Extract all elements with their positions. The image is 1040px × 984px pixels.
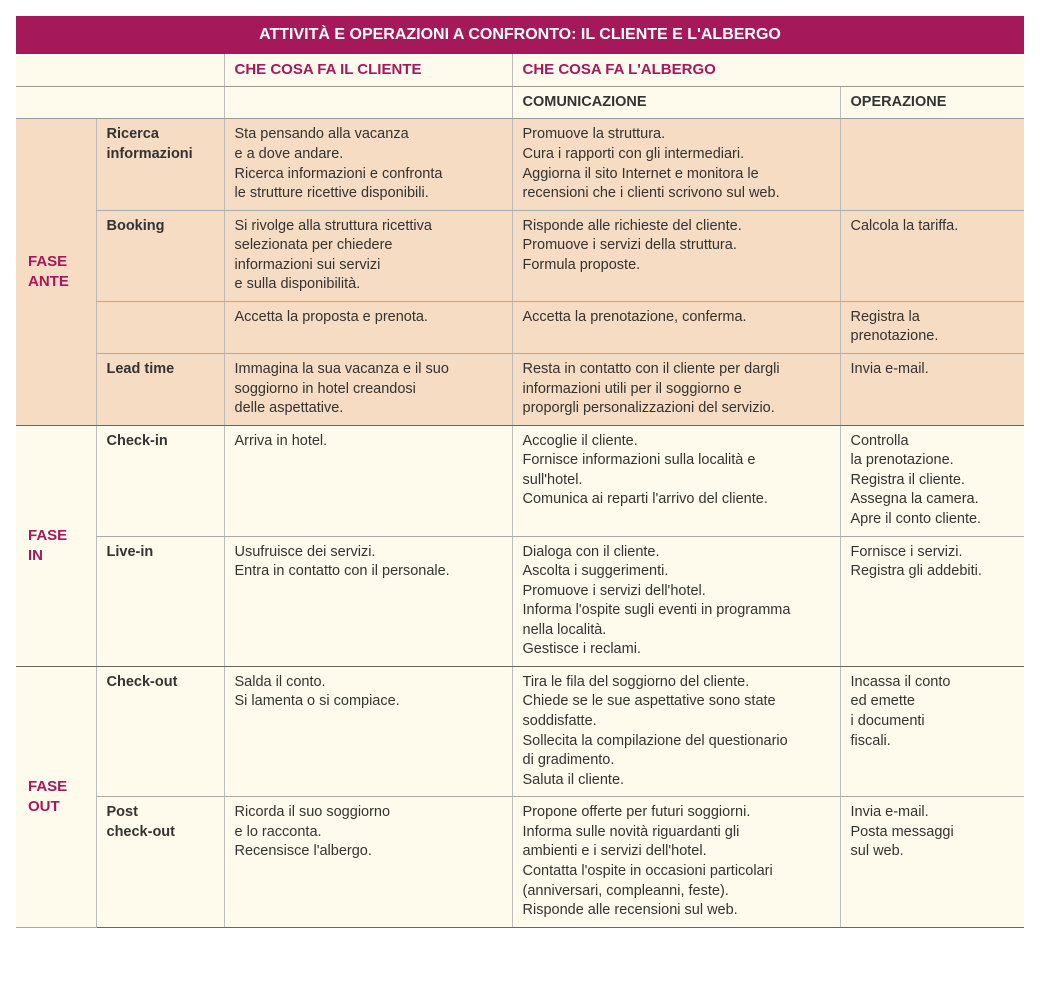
client-cell: Accetta la proposta e prenota. xyxy=(224,301,512,353)
comparison-table: ATTIVITÀ E OPERAZIONI A CONFRONTO: IL CL… xyxy=(16,16,1024,928)
operation-cell: Calcola la tariffa. xyxy=(840,210,1024,301)
communication-cell: Resta in contatto con il cliente per dar… xyxy=(512,354,840,426)
client-cell: Salda il conto.Si lamenta o si compiace. xyxy=(224,666,512,796)
header-operation: OPERAZIONE xyxy=(840,86,1024,119)
table-row: Accetta la proposta e prenota.Accetta la… xyxy=(16,301,1024,353)
phase-label: FASEOUT xyxy=(16,666,96,927)
client-cell: Usufruisce dei servizi.Entra in contatto… xyxy=(224,536,512,666)
header-hotel: CHE COSA FA L'ALBERGO xyxy=(512,54,1024,87)
communication-cell: Accetta la prenotazione, conferma. xyxy=(512,301,840,353)
title-row: ATTIVITÀ E OPERAZIONI A CONFRONTO: IL CL… xyxy=(16,16,1024,54)
header-client: CHE COSA FA IL CLIENTE xyxy=(224,54,512,87)
table-row: FASEANTERicerca informazioniSta pensando… xyxy=(16,119,1024,210)
header-row-2: COMUNICAZIONE OPERAZIONE xyxy=(16,86,1024,119)
operation-cell xyxy=(840,119,1024,210)
client-cell: Arriva in hotel. xyxy=(224,425,512,536)
communication-cell: Tira le fila del soggiorno del cliente.C… xyxy=(512,666,840,796)
table-row: Lead timeImmagina la sua vacanza e il su… xyxy=(16,354,1024,426)
operation-cell: Incassa il contoed emettei documentifisc… xyxy=(840,666,1024,796)
table-row: BookingSi rivolge alla struttura ricetti… xyxy=(16,210,1024,301)
header-communication: COMUNICAZIONE xyxy=(512,86,840,119)
stage-label: Check-in xyxy=(96,425,224,536)
operation-cell: Registra laprenotazione. xyxy=(840,301,1024,353)
header-row-1: CHE COSA FA IL CLIENTE CHE COSA FA L'ALB… xyxy=(16,54,1024,87)
client-cell: Sta pensando alla vacanzae a dove andare… xyxy=(224,119,512,210)
operation-cell: Fornisce i servizi.Registra gli addebiti… xyxy=(840,536,1024,666)
operation-cell: Controllala prenotazione.Registra il cli… xyxy=(840,425,1024,536)
client-cell: Ricorda il suo soggiornoe lo racconta.Re… xyxy=(224,797,512,927)
stage-label: Check-out xyxy=(96,666,224,796)
stage-label: Booking xyxy=(96,210,224,301)
communication-cell: Risponde alle richieste del cliente.Prom… xyxy=(512,210,840,301)
stage-label xyxy=(96,301,224,353)
operation-cell: Invia e-mail. xyxy=(840,354,1024,426)
table-title: ATTIVITÀ E OPERAZIONI A CONFRONTO: IL CL… xyxy=(16,16,1024,54)
table-row: FASEINCheck-inArriva in hotel.Accoglie i… xyxy=(16,425,1024,536)
client-cell: Si rivolge alla struttura ricettivaselez… xyxy=(224,210,512,301)
stage-label: Lead time xyxy=(96,354,224,426)
table-row: FASEOUTCheck-outSalda il conto.Si lament… xyxy=(16,666,1024,796)
client-cell: Immagina la sua vacanza e il suosoggiorn… xyxy=(224,354,512,426)
stage-label: Postcheck-out xyxy=(96,797,224,927)
phase-label: FASEANTE xyxy=(16,119,96,425)
communication-cell: Promuove la struttura.Cura i rapporti co… xyxy=(512,119,840,210)
communication-cell: Accoglie il cliente.Fornisce informazion… xyxy=(512,425,840,536)
operation-cell: Invia e-mail.Posta messaggisul web. xyxy=(840,797,1024,927)
communication-cell: Propone offerte per futuri soggiorni.Inf… xyxy=(512,797,840,927)
stage-label: Live-in xyxy=(96,536,224,666)
table-row: Live-inUsufruisce dei servizi.Entra in c… xyxy=(16,536,1024,666)
communication-cell: Dialoga con il cliente.Ascolta i suggeri… xyxy=(512,536,840,666)
stage-label: Ricerca informazioni xyxy=(96,119,224,210)
table-row: Postcheck-outRicorda il suo soggiornoe l… xyxy=(16,797,1024,927)
phase-label: FASEIN xyxy=(16,425,96,666)
